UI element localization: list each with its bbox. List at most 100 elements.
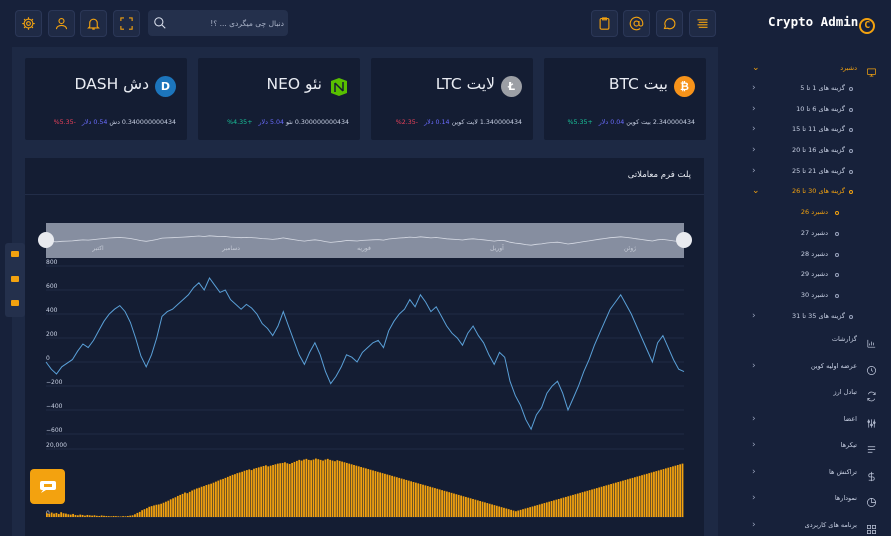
sidebar-item-label: گزینه های 30 تا 26: [791, 187, 845, 196]
chat-button[interactable]: [656, 10, 683, 37]
volume-bar: [138, 511, 141, 517]
coin-card-neo[interactable]: نئو NEO 0.300000000434 نئو 5.04 دلار +4.…: [198, 58, 360, 140]
sidebar-group-21-25[interactable]: › گزینه های 21 تا 25: [735, 162, 891, 183]
clipboard-icon: [599, 17, 610, 30]
volume-bar: [345, 462, 348, 517]
sidebar-item-charts[interactable]: › نمودارها: [735, 486, 891, 513]
volume-bar: [410, 481, 413, 517]
volume-bar: [153, 505, 155, 517]
sidebar-item-dashboard-30[interactable]: دشبرد 30: [735, 286, 891, 307]
notifications-button[interactable]: [80, 10, 107, 37]
y-tick-label: −400: [46, 403, 63, 410]
bell-icon: [87, 18, 100, 30]
coin-usd: 0.14 دلار: [424, 119, 450, 126]
volume-bar: [526, 507, 529, 517]
folder-button[interactable]: [8, 296, 22, 310]
volume-bar: [169, 499, 172, 517]
volume-bar: [379, 472, 382, 517]
menu-toggle-button[interactable]: [689, 10, 716, 37]
sidebar-group-26-30[interactable]: ⌄ گزینه های 30 تا 26: [735, 182, 891, 203]
search-input[interactable]: [172, 13, 284, 33]
sidebar-item-dashboard-28[interactable]: دشبرد 28: [735, 245, 891, 266]
sidebar-item-transactions[interactable]: › تراکنش ها: [735, 460, 891, 487]
brand[interactable]: Crypto Admin C: [768, 14, 876, 34]
email-button[interactable]: [623, 10, 650, 37]
sidebar-item-label: دشبرد 30: [800, 290, 828, 299]
sidebar-item-dashboard-26[interactable]: دشبرد 26: [735, 203, 891, 224]
sidebar-item-apps[interactable]: › برنامه های کاربردی: [735, 513, 891, 536]
fullscreen-button[interactable]: [113, 10, 140, 37]
chevron-right-icon: ›: [752, 124, 756, 135]
volume-bar: [624, 479, 627, 517]
at-icon: [629, 16, 644, 31]
coin-card-btc[interactable]: ₿ بیت BTC 2.340000434 بیت کوین 0.04 دلار…: [544, 58, 706, 140]
volume-bar: [184, 492, 186, 517]
chevron-down-icon: ⌄: [752, 63, 760, 73]
volume-bar: [631, 477, 634, 517]
volume-bar: [412, 481, 415, 517]
coin-card-ltc[interactable]: Ł لایت LTC 1.340000434 لایت کوین 0.14 دل…: [371, 58, 533, 140]
sidebar-item-exchange[interactable]: تبادل ارز: [735, 380, 891, 407]
sidebar-group-6-10[interactable]: › گزینه های 6 تا 10: [735, 100, 891, 121]
navigator-handle-right: [676, 232, 692, 248]
sidebar-item-dashboard[interactable]: ⌄ دشبرد: [735, 60, 891, 79]
volume-bar: [115, 516, 117, 517]
sidebar-item-ico[interactable]: › عرضه اولیه کوین: [735, 354, 891, 381]
volume-bar: [188, 491, 191, 517]
volume-bar: [219, 479, 222, 517]
settings-button[interactable]: [15, 10, 42, 37]
volume-bar: [655, 471, 658, 517]
volume-bar: [319, 459, 322, 517]
volume-bar: [560, 498, 562, 517]
sidebar-group-1-5[interactable]: › گزینه های 1 تا 5: [735, 79, 891, 100]
sidebar-item-reports[interactable]: گزارشات: [735, 327, 891, 354]
volume-bar: [619, 481, 622, 517]
coin-name: بیت BTC: [608, 75, 668, 93]
volume-bar: [324, 459, 327, 517]
sidebar-item-label: دشبرد: [840, 64, 857, 72]
volume-bar: [293, 461, 296, 517]
coin-unit: لایت کوین: [451, 119, 478, 126]
volume-bar: [610, 484, 612, 517]
volume-bar: [207, 484, 210, 517]
sidebar-item-dashboard-29[interactable]: دشبرد 29: [735, 265, 891, 286]
bullet-icon: [835, 293, 839, 298]
sidebar-item-label: گزینه های 21 تا 25: [791, 166, 845, 175]
volume-bar: [645, 473, 648, 517]
bullet-icon: [849, 87, 853, 91]
sidebar-item-tickers[interactable]: › تیکرها: [735, 433, 891, 460]
volume-bar: [517, 510, 520, 517]
coin-amount: 2.340000434: [652, 119, 695, 126]
clipboard-button[interactable]: [591, 10, 618, 37]
clock-icon: [866, 361, 877, 375]
volume-bar: [548, 501, 551, 517]
volume-bar: [284, 462, 286, 517]
volume-bar: [181, 493, 184, 517]
volume-bar: [248, 469, 251, 517]
sidebar-item-dashboard-27[interactable]: دشبرد 27: [735, 224, 891, 245]
sidebar-item-label: برنامه های کاربردی: [804, 520, 857, 529]
sidebar-group-16-20[interactable]: › گزینه های 16 تا 20: [735, 141, 891, 162]
wallet-button[interactable]: [8, 247, 22, 261]
sidebar-item-label: گزینه های 6 تا 10: [796, 104, 845, 113]
profile-button[interactable]: [48, 10, 75, 37]
coin-usd: 0.54 دلار: [81, 119, 108, 126]
volume-bar: [581, 492, 584, 517]
chat-fab-button[interactable]: [30, 469, 65, 504]
volume-bar: [598, 487, 601, 517]
sidebar-group-11-15[interactable]: › گزینه های 11 تا 15: [735, 120, 891, 141]
camera-button[interactable]: [8, 272, 22, 286]
volume-bar: [76, 515, 79, 517]
sidebar-item-members[interactable]: › اعضا: [735, 407, 891, 434]
volume-bar: [84, 515, 86, 517]
trading-chart[interactable]: ژوئن آوریل فوریه دسامبر اکتبر 800 600 400 200 0 −2…: [25, 195, 704, 536]
volume-bar: [607, 484, 610, 517]
volume-bar: [445, 491, 448, 517]
brand-name: Crypto Admin: [768, 14, 859, 29]
volume-bar: [341, 461, 343, 517]
volume-bar: [395, 477, 398, 517]
volume-bar: [86, 514, 89, 517]
coin-card-dash[interactable]: D دش DASH 0.340000000434 دش 0.54 دلار -5…: [25, 58, 187, 140]
sidebar-group-31-35[interactable]: › گزینه های 35 تا 31: [735, 307, 891, 328]
volume-bar: [443, 490, 446, 517]
